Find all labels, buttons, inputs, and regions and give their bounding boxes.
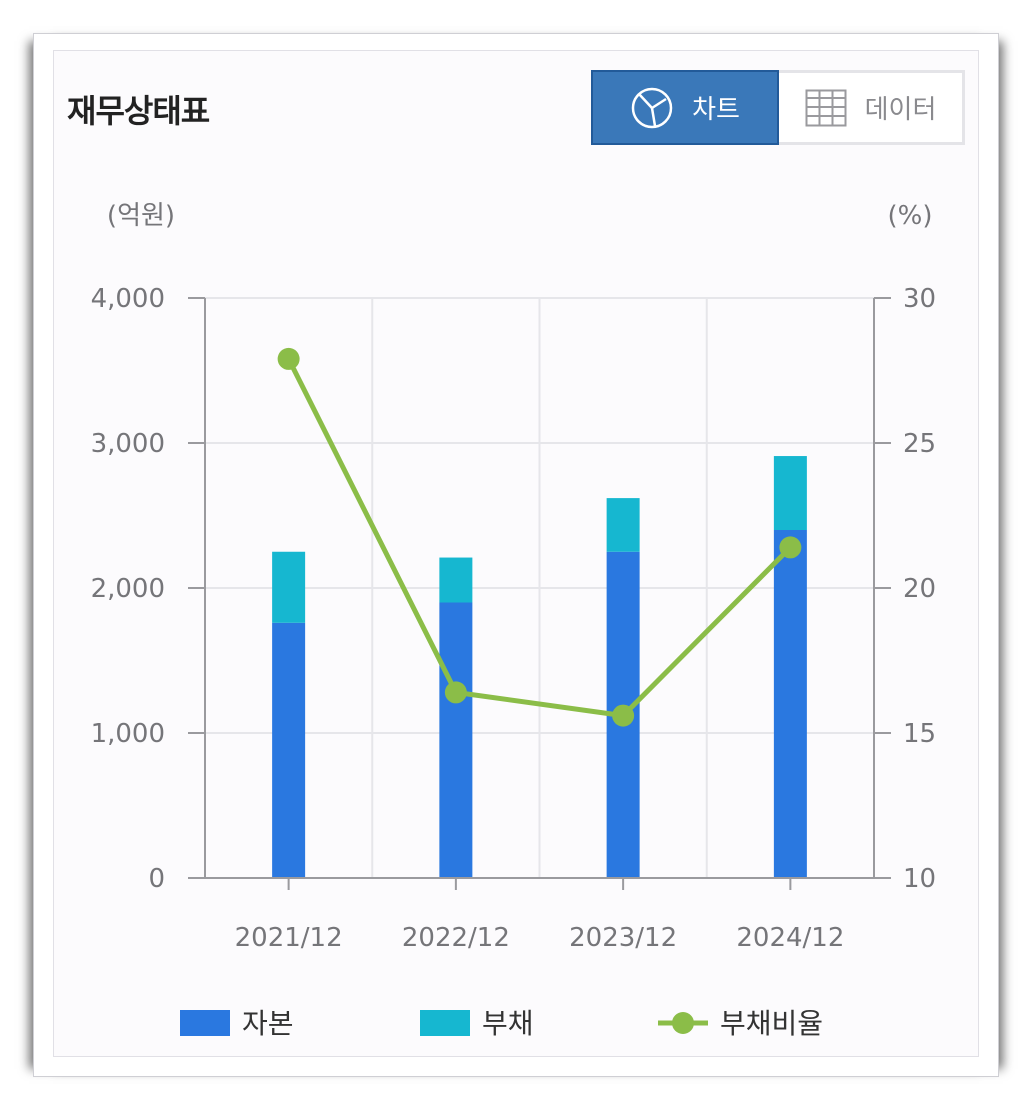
- data-view-label: 데이터: [864, 95, 937, 125]
- x-axis-tick-label: 2022/12: [402, 923, 510, 953]
- left-axis-tick-label: 1,000: [91, 719, 165, 749]
- bar-equity: [439, 602, 473, 878]
- left-axis-unit: (억원): [107, 201, 175, 231]
- left-axis-tick-label: 4,000: [91, 284, 165, 314]
- ratio-point: [779, 536, 802, 559]
- page-title: 재무상태표: [67, 92, 210, 130]
- right-axis-tick-label: 25: [903, 429, 936, 459]
- legend-swatch-liability: [420, 1010, 470, 1036]
- bar-equity: [773, 530, 807, 878]
- table-grid-icon: [805, 89, 847, 127]
- bar-liability: [272, 551, 306, 623]
- left-axis-tick-label: 3,000: [91, 429, 165, 459]
- bar-liability: [606, 498, 640, 552]
- legend-swatch-equity: [180, 1010, 230, 1036]
- legend-label-liability: 부채: [482, 1007, 534, 1040]
- chart-view-label: 차트: [692, 95, 740, 125]
- ratio-point: [277, 347, 300, 370]
- ratio-point: [444, 681, 467, 704]
- bar-equity: [272, 622, 306, 878]
- right-axis-tick-label: 10: [903, 864, 936, 894]
- left-axis-tick-label: 0: [148, 864, 165, 894]
- data-view-button[interactable]: 데이터: [779, 70, 965, 145]
- x-axis-tick-label: 2021/12: [235, 923, 343, 953]
- legend-label-equity: 자본: [242, 1007, 294, 1040]
- pie-chart-icon: [630, 86, 674, 130]
- legend-label-ratio: 부채비율: [720, 1007, 823, 1040]
- chart-view-button[interactable]: 차트: [591, 70, 779, 145]
- x-axis-tick-label: 2024/12: [736, 923, 844, 953]
- right-axis-tick-label: 20: [903, 574, 936, 604]
- right-axis-tick-label: 15: [903, 719, 936, 749]
- bar-liability: [773, 456, 807, 530]
- ratio-line: [286, 357, 793, 719]
- right-axis-unit: (%): [888, 201, 933, 231]
- legend-marker-ratio: [672, 1012, 694, 1034]
- view-toggle: 차트 데이터: [591, 70, 965, 145]
- left-axis-tick-label: 2,000: [91, 574, 165, 604]
- ratio-point: [612, 704, 635, 727]
- x-axis-tick-label: 2023/12: [569, 923, 677, 953]
- card-panel: [53, 50, 979, 1057]
- bar-liability: [439, 557, 473, 603]
- right-axis-tick-label: 30: [903, 284, 936, 314]
